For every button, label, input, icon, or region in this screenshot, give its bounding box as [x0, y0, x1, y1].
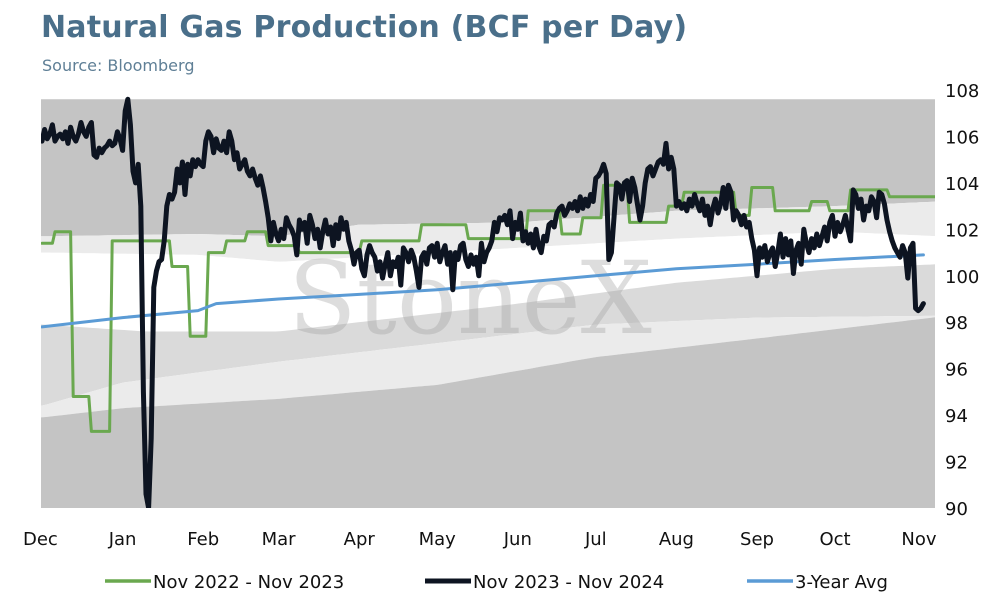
x-tick-label: Feb: [187, 529, 219, 550]
x-tick-label: Jun: [503, 529, 532, 550]
x-tick-label: Oct: [819, 529, 850, 550]
x-tick-label: May: [419, 529, 457, 550]
x-tick-label: Nov: [901, 529, 936, 550]
x-tick-label: Aug: [659, 529, 694, 550]
x-tick-label: Sep: [740, 529, 774, 550]
chart-subtitle: Source: Bloomberg: [42, 56, 195, 75]
band-lower-inner: [41, 264, 935, 406]
legend-label: Nov 2022 - Nov 2023: [153, 572, 344, 593]
y-tick-label: 96: [945, 360, 968, 381]
legend-label: Nov 2023 - Nov 2024: [473, 572, 664, 593]
y-tick-label: 104: [945, 174, 979, 195]
x-tick-label: Apr: [344, 529, 376, 550]
y-tick-label: 102: [945, 220, 979, 241]
x-tick-label: Jan: [108, 529, 137, 550]
y-tick-label: 92: [945, 453, 968, 474]
series-line-2023-2024: [41, 96, 926, 508]
y-tick-label: 106: [945, 127, 979, 148]
x-tick-label: Jul: [584, 529, 607, 550]
y-tick-label: 98: [945, 313, 968, 334]
legend-label: 3-Year Avg: [795, 572, 888, 593]
y-tick-label: 94: [945, 406, 968, 427]
band-lower-outer: [41, 317, 935, 508]
band-lower-middle: [41, 315, 935, 418]
legend: Nov 2022 - Nov 2023 Nov 2023 - Nov 2024 3-…: [105, 572, 888, 593]
x-tick-label: Dec: [23, 529, 58, 550]
y-tick-label: 90: [945, 499, 968, 520]
band-center: [41, 231, 935, 332]
y-tick-label: 100: [945, 267, 979, 288]
x-tick-label: Mar: [262, 529, 297, 550]
range-bands: [41, 99, 935, 508]
y-tick-label: 108: [945, 81, 979, 102]
chart-title: Natural Gas Production (BCF per Day): [41, 10, 688, 45]
